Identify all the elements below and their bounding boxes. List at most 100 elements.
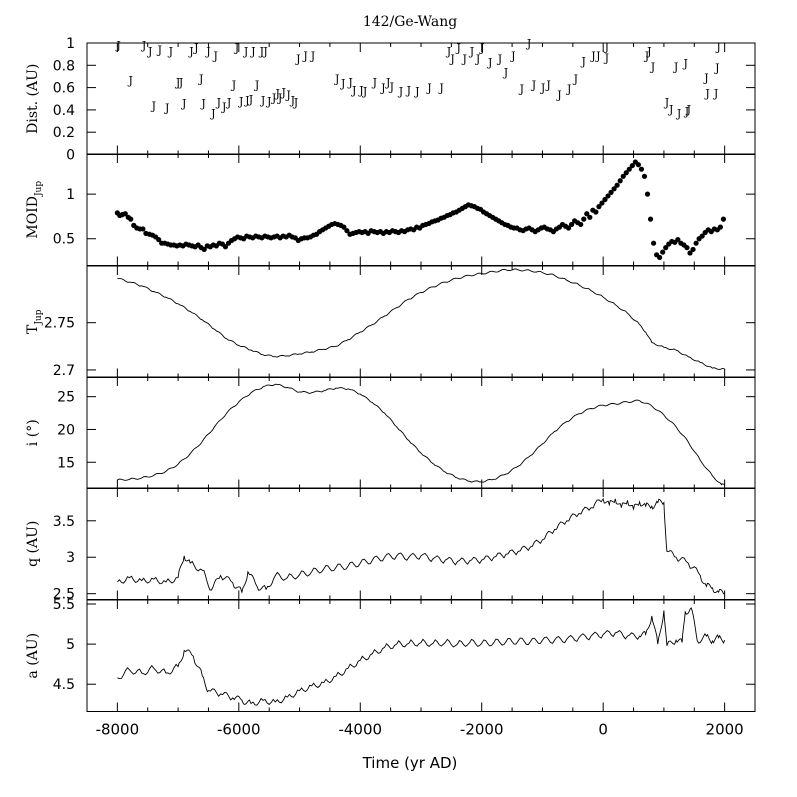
dist-point: J (347, 76, 352, 89)
series-line-a (117, 607, 726, 706)
panel-frame (86, 376, 756, 489)
y-tick-label: 2.7 (53, 363, 75, 379)
dist-point: J (200, 97, 205, 110)
dist-point: J (248, 93, 253, 106)
dist-point: J (244, 94, 249, 107)
x-axis: -8000 -6000 -4000 -2000 0 2000 (96, 721, 744, 739)
dist-point: J (351, 84, 356, 97)
dist-point: J (147, 45, 152, 58)
moid-point (626, 166, 632, 172)
panel-frame (86, 265, 756, 378)
dist-point: J (545, 78, 550, 91)
dist-point: J (673, 60, 678, 73)
dist-point: J (281, 86, 286, 99)
dist-point: J (573, 73, 578, 86)
moid-point (720, 216, 727, 222)
dist-point: J (254, 78, 259, 91)
moid-point (578, 221, 584, 228)
moid-point (687, 250, 693, 256)
dist-point: J (213, 49, 218, 62)
dist-point: J (340, 77, 345, 90)
moid-point (620, 173, 626, 179)
y-tick-label: 3.5 (53, 514, 75, 530)
dist-point: J (479, 41, 484, 54)
dist-point: J (475, 53, 480, 66)
dist-point: J (358, 84, 363, 97)
dist-point: J (238, 95, 243, 108)
moid-point (222, 244, 229, 250)
dist-point: J (193, 41, 198, 54)
moid-point (614, 182, 620, 188)
dist-point: J (221, 101, 226, 114)
series-line-tjup (117, 268, 725, 370)
dist-point: J (262, 45, 267, 58)
dist-point: J (686, 103, 691, 116)
dist-point: J (216, 96, 221, 109)
moid-point (341, 224, 347, 230)
dist-point: J (151, 99, 156, 112)
dist-point: J (372, 76, 377, 89)
dist-point: J (310, 49, 315, 62)
moid-point (663, 245, 669, 251)
y-axis-label: a (AU) (25, 633, 41, 679)
dist-point: J (293, 96, 298, 109)
dist-point: J (503, 66, 508, 79)
dist-point: J (168, 45, 173, 58)
dist-point: J (260, 94, 265, 107)
dist-point: J (595, 49, 600, 62)
dist-point: J (285, 88, 290, 101)
y-tick-label: 1 (66, 187, 75, 203)
dist-point: J (581, 55, 586, 68)
x-tick-label: -6000 (217, 721, 261, 739)
dist-point: J (302, 49, 307, 62)
dist-point: J (540, 82, 545, 95)
moid-point (641, 173, 648, 179)
dist-point: J (205, 45, 210, 58)
dist-point: J (684, 105, 689, 118)
y-tick-label: 5 (66, 637, 75, 653)
dist-point: J (398, 85, 403, 98)
y-axis-label: i (°) (25, 419, 41, 446)
dist-point: J (259, 45, 264, 58)
dist-point: J (295, 53, 300, 66)
moid-point (599, 200, 605, 206)
moid-point (693, 240, 699, 246)
x-axis-label: Time (yr AD) (362, 754, 458, 772)
dist-point: J (487, 56, 492, 69)
dist-point: J (566, 83, 571, 96)
panel-q: 2.5 3 3.5 q (AU) (25, 487, 756, 603)
dist-point: J (715, 40, 720, 53)
moid-point (593, 209, 599, 215)
dist-point: J (531, 78, 536, 91)
dist-point: J (271, 92, 276, 105)
chart-title: 142/Ge-Wang (363, 14, 457, 30)
dist-point: J (664, 96, 669, 109)
y-tick-label: 15 (57, 455, 75, 471)
dist-point: J (526, 37, 531, 50)
dist-point: J (226, 96, 231, 109)
dist-point: J (385, 76, 390, 89)
moid-point (699, 233, 705, 239)
dist-point: J (277, 92, 282, 105)
y-axis-label: Dist. (AU) (25, 64, 41, 134)
dist-point: J (668, 103, 673, 116)
y-tick-label: 20 (57, 422, 75, 438)
moid-point (644, 191, 651, 197)
y-tick-label: 1 (66, 36, 75, 52)
dist-point: J (157, 44, 162, 57)
dist-point: J (510, 49, 515, 62)
dist-point: J (274, 87, 279, 100)
panel-frame (86, 599, 756, 712)
moid-point (569, 221, 575, 228)
moid-point (587, 214, 593, 220)
dist-point: J (128, 74, 133, 87)
y-axis-label: MOIDJup (25, 181, 44, 239)
moid-point (581, 216, 587, 222)
moid-point (650, 240, 657, 246)
moid-point (122, 211, 128, 217)
moid-point (684, 245, 690, 251)
moid-point (596, 204, 602, 210)
x-tick-label: -2000 (460, 721, 504, 739)
